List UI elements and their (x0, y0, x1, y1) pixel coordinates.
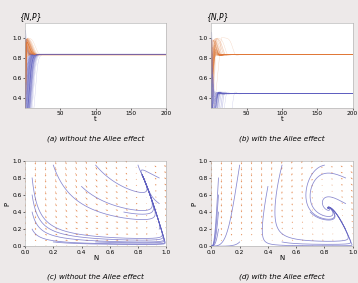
X-axis label: t: t (94, 116, 97, 123)
X-axis label: N: N (93, 255, 98, 261)
X-axis label: t: t (281, 116, 284, 123)
Text: {N,P}: {N,P} (206, 12, 228, 22)
Text: {N,P}: {N,P} (19, 12, 42, 22)
Y-axis label: P: P (5, 201, 11, 206)
Y-axis label: P: P (191, 201, 197, 206)
Text: (b) with the Allee effect: (b) with the Allee effect (239, 135, 325, 142)
Text: (c) without the Allee effect: (c) without the Allee effect (47, 274, 144, 280)
X-axis label: N: N (279, 255, 285, 261)
Text: (d) with the Allee effect: (d) with the Allee effect (239, 274, 325, 280)
Text: (a) without the Allee effect: (a) without the Allee effect (47, 135, 144, 142)
